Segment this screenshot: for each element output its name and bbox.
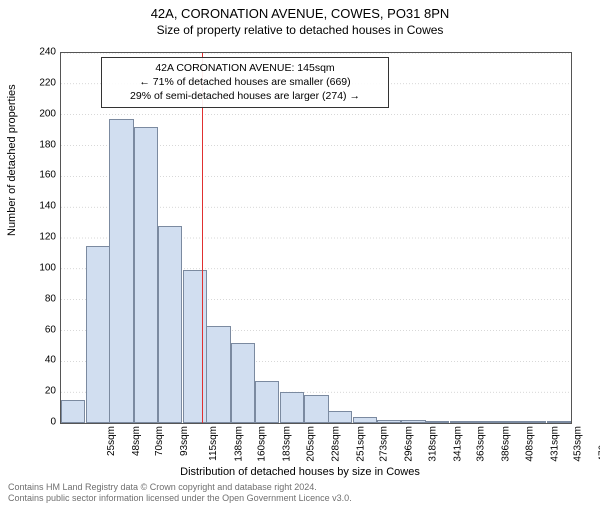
x-tick: 205sqm	[306, 426, 317, 462]
histogram-bar	[498, 421, 522, 423]
y-axis-label: Number of detached properties	[6, 84, 18, 236]
histogram-bar	[474, 421, 498, 423]
x-tick: 183sqm	[282, 426, 293, 462]
histogram-bar	[255, 381, 279, 423]
x-tick: 431sqm	[549, 426, 560, 462]
x-tick: 115sqm	[208, 426, 219, 461]
y-tick: 40	[16, 355, 56, 366]
y-tick: 140	[16, 201, 56, 212]
histogram-bar	[231, 343, 255, 423]
y-tick: 100	[16, 262, 56, 273]
x-tick: 318sqm	[427, 426, 438, 462]
y-tick: 180	[16, 139, 56, 150]
x-tick: 363sqm	[476, 426, 487, 462]
histogram-bar	[450, 421, 474, 423]
histogram-bar	[522, 421, 546, 423]
info-box: 42A CORONATION AVENUE: 145sqm ← 71% of d…	[101, 57, 389, 108]
y-tick: 160	[16, 170, 56, 181]
y-tick: 60	[16, 324, 56, 335]
histogram-bar	[134, 127, 158, 423]
info-line-2: ← 71% of detached houses are smaller (66…	[110, 75, 380, 89]
histogram-bar	[425, 421, 449, 423]
y-tick: 0	[16, 417, 56, 428]
x-tick: 93sqm	[179, 426, 190, 456]
histogram-bar	[401, 420, 425, 423]
x-tick: 70sqm	[154, 426, 165, 456]
x-tick: 453sqm	[573, 426, 584, 462]
x-tick: 228sqm	[330, 426, 341, 462]
histogram-bar	[86, 246, 110, 423]
y-tick: 220	[16, 77, 56, 88]
info-line-1: 42A CORONATION AVENUE: 145sqm	[110, 61, 380, 75]
histogram-bar	[61, 400, 85, 423]
x-tick: 386sqm	[501, 426, 512, 462]
x-axis-label: Distribution of detached houses by size …	[0, 466, 600, 478]
histogram-bar	[547, 421, 571, 423]
marker-line	[202, 53, 203, 423]
footer-line-2: Contains public sector information licen…	[8, 493, 352, 504]
y-tick: 120	[16, 232, 56, 243]
chart-container: 42A, CORONATION AVENUE, COWES, PO31 8PN …	[0, 6, 600, 506]
x-tick: 251sqm	[355, 426, 366, 462]
histogram-bar	[158, 226, 182, 423]
histogram-bar	[377, 420, 401, 423]
x-tick: 138sqm	[233, 426, 244, 462]
plot-area: 42A CORONATION AVENUE: 145sqm ← 71% of d…	[60, 52, 572, 424]
x-tick: 160sqm	[257, 426, 268, 462]
y-tick: 240	[16, 47, 56, 58]
x-tick: 273sqm	[379, 426, 390, 462]
y-tick: 20	[16, 386, 56, 397]
histogram-bar	[353, 417, 377, 423]
histogram-bar	[109, 119, 133, 423]
chart-title: 42A, CORONATION AVENUE, COWES, PO31 8PN	[0, 6, 600, 21]
info-line-3: 29% of semi-detached houses are larger (…	[110, 89, 380, 103]
footer-line-1: Contains HM Land Registry data © Crown c…	[8, 482, 352, 493]
x-tick: 48sqm	[131, 426, 142, 456]
chart-subtitle: Size of property relative to detached ho…	[0, 23, 600, 37]
histogram-bar	[206, 326, 230, 423]
histogram-bar	[304, 395, 328, 423]
x-tick: 341sqm	[452, 426, 463, 462]
histogram-bar	[280, 392, 304, 423]
histogram-bar	[328, 411, 352, 423]
x-tick: 296sqm	[404, 426, 415, 462]
bars-layer	[61, 53, 571, 423]
y-tick: 80	[16, 293, 56, 304]
y-tick: 200	[16, 108, 56, 119]
x-tick: 25sqm	[106, 426, 117, 456]
x-tick: 408sqm	[524, 426, 535, 462]
footer: Contains HM Land Registry data © Crown c…	[8, 482, 352, 504]
